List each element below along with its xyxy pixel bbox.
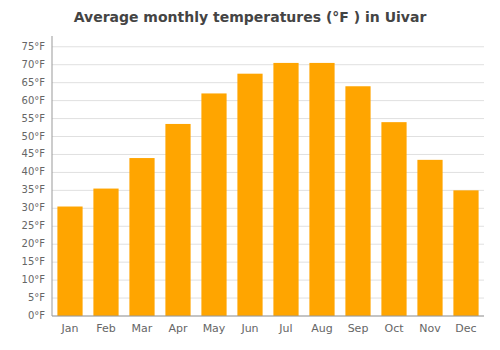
grid-line [52, 46, 484, 47]
x-tick-label: Nov [419, 322, 441, 335]
chart-container: 0°F 5°F 10°F 15°F 20°F 25°F 30°F 35°F 40°F 45°F 50… [0, 0, 500, 350]
y-grid [52, 47, 484, 316]
y-tick-label: 50°F [22, 131, 46, 142]
chart-title: Average monthly temperatures (°F ) in Ui… [74, 9, 427, 25]
x-tick-label: Feb [96, 322, 115, 335]
bar [237, 74, 262, 316]
y-tick-label: 40°F [22, 166, 46, 177]
y-axis-line [52, 36, 53, 316]
bar [309, 63, 334, 316]
grid-line [52, 64, 484, 65]
y-tick-label: 30°F [22, 202, 46, 213]
x-tick-label: Aug [311, 322, 332, 335]
x-tick-label: Jun [240, 322, 258, 335]
y-tick-label: 75°F [22, 41, 46, 52]
y-tick-label: 55°F [22, 113, 46, 124]
bar [165, 124, 190, 316]
x-tick-label: Mar [132, 322, 153, 335]
grid-line [52, 316, 484, 317]
bar [417, 160, 442, 316]
y-tick-label: 15°F [22, 256, 46, 267]
y-tick-label: 65°F [22, 77, 46, 88]
y-tick-label: 35°F [22, 184, 46, 195]
grid-line [52, 100, 484, 101]
x-tick-label: Apr [168, 322, 188, 335]
x-tick-labels: Jan Feb Mar Apr May Jun Jul Aug Sep Oct Nov Dec [61, 322, 477, 335]
y-tick-label: 5°F [28, 292, 45, 303]
grid-line [52, 136, 484, 137]
y-tick-labels: 0°F 5°F 10°F 15°F 20°F 25°F 30°F 35°F 40°F 45°F 50… [22, 41, 46, 321]
x-tick-label: Oct [384, 322, 404, 335]
grid-line [52, 154, 484, 155]
bars [57, 63, 478, 316]
y-tick-label: 20°F [22, 238, 46, 249]
x-axis-line [52, 316, 484, 317]
y-tick-label: 10°F [22, 274, 46, 285]
x-tick-label: Sep [348, 322, 369, 335]
bar [57, 207, 82, 316]
bar [345, 86, 370, 316]
bar [453, 190, 478, 316]
y-tick-label: 70°F [22, 59, 46, 70]
x-tick-label: Jan [61, 322, 79, 335]
bar [129, 158, 154, 316]
x-tick-label: Jul [278, 322, 292, 335]
y-tick-label: 60°F [22, 95, 46, 106]
grid-line [52, 82, 484, 83]
bar [381, 122, 406, 316]
chart-svg: 0°F 5°F 10°F 15°F 20°F 25°F 30°F 35°F 40°F 45°F 50… [0, 0, 500, 350]
grid-line [52, 118, 484, 119]
bar [273, 63, 298, 316]
x-tick-label: May [203, 322, 226, 335]
x-tick-label: Dec [455, 322, 476, 335]
bar [201, 93, 226, 316]
y-tick-label: 0°F [28, 310, 45, 321]
bar [93, 189, 118, 316]
y-tick-label: 25°F [22, 220, 46, 231]
y-tick-label: 45°F [22, 148, 46, 159]
